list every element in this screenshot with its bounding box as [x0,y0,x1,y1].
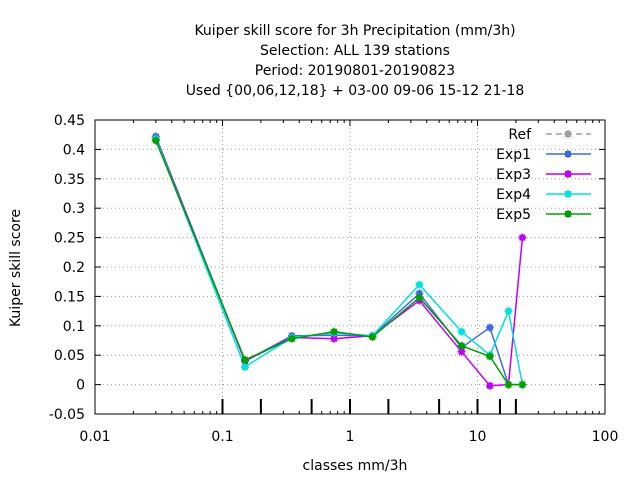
y-tick-label: 0.45 [54,113,85,129]
title-line-4: Used {00,06,12,18} + 03-00 09-06 15-12 2… [186,83,525,99]
title-line-3: Period: 20190801-20190823 [255,63,455,79]
series-line-exp5 [155,140,523,386]
series-line-exp1 [155,136,523,386]
x-tick-label: 1 [346,429,355,445]
series-exp5 [151,136,527,389]
legend: Ref Exp1 Exp3 Exp4 Exp5 [496,127,591,223]
y-tick-label: -0.05 [49,407,85,423]
y-tick-label: 0.15 [54,289,85,305]
grid [95,120,605,414]
y-tick-label: 0.05 [54,348,85,364]
y-tick-label: 0.2 [63,260,85,276]
legend-label-ref: Ref [508,127,532,143]
series-exp4 [151,134,527,389]
title-line-1: Kuiper skill score for 3h Precipitation … [194,23,515,39]
x-tick-label: 0.01 [79,429,110,445]
x-axis-label: classes mm/3h [303,458,408,474]
series-exp3 [151,134,527,390]
x-tick-label: 0.1 [211,429,233,445]
legend-label-exp1: Exp1 [496,147,531,163]
y-tick-label: 0.35 [54,172,85,188]
x-tick-label: 100 [592,429,619,445]
y-axis-label: Kuiper skill score [8,209,24,327]
series [151,132,527,390]
legend-label-exp4: Exp4 [496,187,531,203]
plot-frame [94,119,606,415]
y-tick-label: 0 [76,378,85,394]
chart-title: Kuiper skill score for 3h Precipitation … [186,23,525,99]
series-line-exp4 [155,138,524,385]
series-exp1 [151,132,527,389]
legend-label-exp3: Exp3 [496,167,531,183]
y-tick-label: 0.25 [54,231,85,247]
y-tick-label: 0.1 [63,319,85,335]
y-tick-label: 0.3 [63,201,85,217]
x-tick-label: 10 [469,429,487,445]
y-tick-label: 0.4 [63,142,85,158]
title-line-2: Selection: ALL 139 stations [260,43,450,59]
axis-ticks: -0.05 0 0.05 0.1 0.15 0.2 0.25 0.3 0.35 0.4 0.45 0.… [49,113,619,445]
legend-label-exp5: Exp5 [496,207,531,223]
